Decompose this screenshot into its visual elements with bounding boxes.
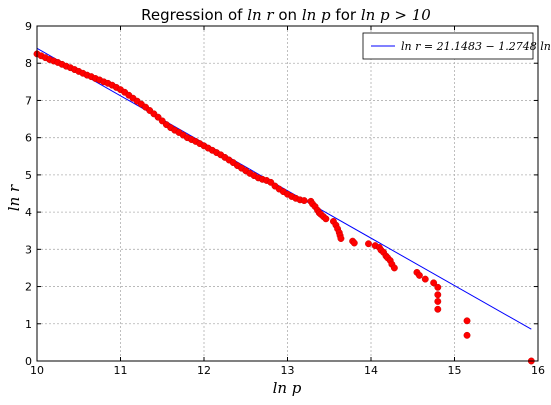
x-tick-label: 16 — [531, 364, 545, 377]
gridlines — [37, 26, 538, 361]
y-axis-label: ln r — [5, 184, 23, 211]
data-point — [434, 297, 442, 305]
data-point — [300, 197, 308, 205]
title-prefix: Regression of — [141, 6, 247, 24]
y-tick-label: 9 — [25, 20, 32, 33]
title-math-ln-r: ln r — [247, 6, 274, 24]
y-tick-label: 1 — [25, 318, 32, 331]
title-middle: on — [274, 6, 302, 24]
y-tick-label: 2 — [25, 281, 32, 294]
data-point — [415, 271, 423, 279]
x-tick-label: 13 — [281, 364, 295, 377]
legend-fit-label: ln r = 21.1483 − 1.2748 ln p — [401, 40, 551, 53]
y-tick-label: 0 — [25, 355, 32, 368]
data-point — [463, 331, 471, 339]
y-tick-label: 7 — [25, 94, 32, 107]
data-point — [350, 239, 358, 247]
data-point — [365, 240, 372, 248]
y-tick-label: 8 — [25, 57, 32, 70]
data-point — [390, 264, 398, 272]
data-point — [430, 279, 438, 287]
x-tick-label: 15 — [448, 364, 462, 377]
x-tick-label: 11 — [114, 364, 128, 377]
title-math-condition: ln p > 10 — [361, 6, 431, 24]
data-points — [33, 50, 535, 365]
x-tick-label: 10 — [30, 364, 44, 377]
x-axis-label: ln p — [273, 379, 302, 397]
data-point — [463, 317, 471, 325]
chart-title: Regression of ln r on ln p for ln p > 10 — [141, 6, 431, 24]
data-point — [434, 283, 442, 291]
title-math-ln-p: ln p — [302, 6, 331, 24]
data-point — [322, 215, 330, 223]
y-tick-label: 5 — [25, 169, 32, 182]
title-suffix: for — [331, 6, 361, 24]
data-point — [434, 305, 442, 313]
x-tick-label: 12 — [197, 364, 211, 377]
data-point — [434, 291, 442, 299]
data-point — [421, 275, 429, 283]
x-tick-label: 14 — [364, 364, 378, 377]
y-tick-label: 4 — [25, 206, 32, 219]
y-tick-label: 3 — [25, 243, 32, 256]
legend: ln r = 21.1483 − 1.2748 ln p — [362, 32, 551, 60]
data-point — [337, 235, 345, 242]
y-tick-label: 6 — [25, 132, 32, 145]
